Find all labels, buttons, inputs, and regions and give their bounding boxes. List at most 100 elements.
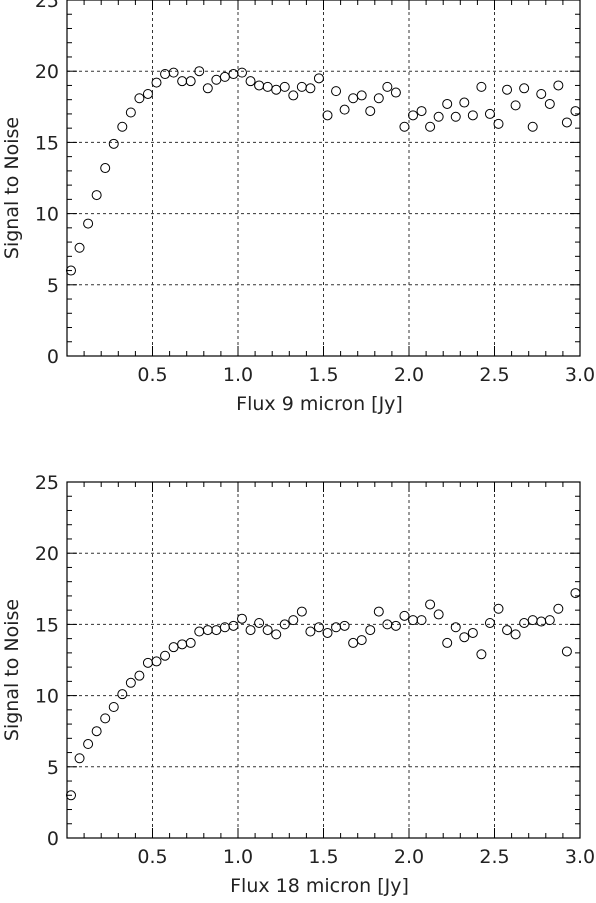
data-point xyxy=(553,603,564,614)
x-tick-label: 0.5 xyxy=(137,364,167,386)
data-point xyxy=(262,81,273,92)
x-tick-label: 2.5 xyxy=(479,846,509,868)
data-point xyxy=(322,627,333,638)
data-point xyxy=(296,81,307,92)
y-tick-label: 10 xyxy=(35,204,59,226)
data-point xyxy=(66,790,76,801)
data-point xyxy=(211,625,222,636)
data-point xyxy=(450,622,461,633)
data-point xyxy=(313,622,324,633)
data-point xyxy=(570,106,581,117)
data-point xyxy=(305,83,316,94)
data-point xyxy=(279,81,290,92)
plot-18-micron: 0 5 10 15 20 25 0.5 1.0 1.5 2.0 2.5 3.0 Flux 18 micr… xyxy=(1,472,595,897)
data-point xyxy=(83,739,94,750)
y-tick-label: 20 xyxy=(35,543,59,565)
data-point xyxy=(288,615,299,626)
data-point xyxy=(74,753,85,764)
data-point xyxy=(100,163,111,174)
data-point xyxy=(168,642,179,653)
y-tick-label: 15 xyxy=(35,614,59,636)
data-point xyxy=(219,71,230,82)
data-point xyxy=(467,627,478,638)
data-point xyxy=(510,629,521,640)
data-point xyxy=(117,689,128,700)
data-point xyxy=(459,97,470,108)
data-point xyxy=(185,637,196,648)
data-point xyxy=(134,93,145,104)
data-point xyxy=(117,121,128,132)
data-point xyxy=(168,67,179,78)
data-point xyxy=(125,107,136,118)
data-point xyxy=(228,69,239,80)
data-point xyxy=(476,81,487,92)
x-tick-label: 1.0 xyxy=(223,846,253,868)
plot-9-micron: 0 5 10 15 20 25 0.5 1.0 1.5 2.0 2.5 3.0 Flux 9 micro… xyxy=(1,0,595,415)
data-point xyxy=(348,93,359,104)
x-tick-label: 1.5 xyxy=(308,846,338,868)
data-point xyxy=(339,104,350,115)
y-tick-label: 5 xyxy=(47,757,59,779)
data-point xyxy=(142,657,153,668)
data-point xyxy=(373,93,384,104)
data-point xyxy=(194,626,205,637)
x-tick-label: 0.5 xyxy=(137,846,167,868)
y-tick-label: 25 xyxy=(35,472,59,494)
data-point xyxy=(151,77,162,88)
data-point xyxy=(561,646,572,657)
data-point xyxy=(399,610,410,621)
data-point xyxy=(142,88,153,99)
data-point xyxy=(510,100,521,111)
data-point xyxy=(433,609,444,620)
data-point xyxy=(313,73,324,84)
data-point xyxy=(271,84,282,95)
data-point xyxy=(279,619,290,630)
data-point xyxy=(262,625,273,636)
data-point xyxy=(254,80,265,91)
data-point xyxy=(493,603,504,614)
data-point xyxy=(202,83,213,94)
data-point xyxy=(237,67,247,78)
y-tick-label: 5 xyxy=(47,275,59,297)
data-point xyxy=(100,713,111,724)
data-point xyxy=(211,74,222,85)
data-point xyxy=(408,615,418,626)
data-point xyxy=(519,83,530,94)
data-point xyxy=(425,121,436,132)
data-point xyxy=(151,656,162,667)
data-point xyxy=(245,76,256,87)
data-point xyxy=(83,218,94,229)
y-tick-label: 20 xyxy=(35,61,59,83)
data-point xyxy=(125,677,136,688)
data-point xyxy=(442,98,453,109)
x-tick-label: 2.0 xyxy=(394,846,424,868)
data-point xyxy=(322,110,333,121)
data-point xyxy=(331,622,342,633)
data-point xyxy=(288,90,299,101)
data-point xyxy=(484,108,495,119)
y-axis-title: Signal to Noise xyxy=(1,599,23,741)
data-point xyxy=(459,632,470,643)
data-point xyxy=(356,635,367,646)
data-point xyxy=(228,620,239,631)
data-point xyxy=(108,701,119,712)
data-point xyxy=(570,588,581,599)
data-point xyxy=(390,620,401,631)
data-point xyxy=(245,625,256,636)
data-point xyxy=(416,106,427,117)
y-tick-label: 0 xyxy=(47,346,59,368)
data-point xyxy=(356,90,367,101)
data-point xyxy=(390,87,401,98)
data-point xyxy=(134,670,145,681)
data-point xyxy=(476,649,487,660)
data-point xyxy=(91,190,102,201)
y-tick-label: 0 xyxy=(47,828,59,850)
data-point xyxy=(416,615,427,626)
data-point xyxy=(382,81,393,92)
x-tick-label: 1.5 xyxy=(308,364,338,386)
data-point xyxy=(254,617,265,628)
data-point xyxy=(74,242,85,253)
data-point xyxy=(399,121,410,132)
x-tick-label: 1.0 xyxy=(223,364,253,386)
